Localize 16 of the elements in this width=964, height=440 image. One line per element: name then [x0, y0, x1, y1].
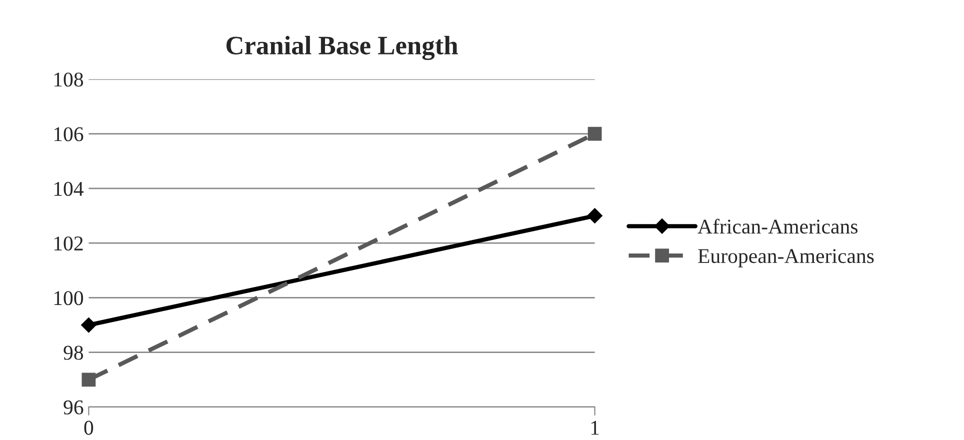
- x-tick-label: 0: [84, 420, 94, 435]
- y-tick-label: 106: [54, 127, 84, 142]
- legend-label: European-Americans: [698, 249, 874, 268]
- x-tick-label: 1: [591, 420, 599, 435]
- point: [81, 317, 96, 333]
- y-tick-label: 98: [64, 346, 84, 360]
- point: [82, 372, 96, 387]
- legend-label: African-Americans: [698, 218, 858, 234]
- y-tick-label: 100: [54, 291, 84, 306]
- chart-title: Cranial Base Length: [226, 36, 458, 60]
- point: [588, 126, 602, 141]
- y-tick-label: 104: [54, 182, 84, 196]
- point: [587, 208, 602, 224]
- y-tick-label: 108: [54, 72, 84, 87]
- y-tick-label: 102: [54, 236, 83, 251]
- y-tick-label: 96: [64, 400, 84, 414]
